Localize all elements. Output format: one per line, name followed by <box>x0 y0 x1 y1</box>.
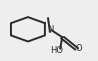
Text: O: O <box>75 44 82 53</box>
Text: HO: HO <box>50 46 63 55</box>
Text: N: N <box>47 25 53 34</box>
